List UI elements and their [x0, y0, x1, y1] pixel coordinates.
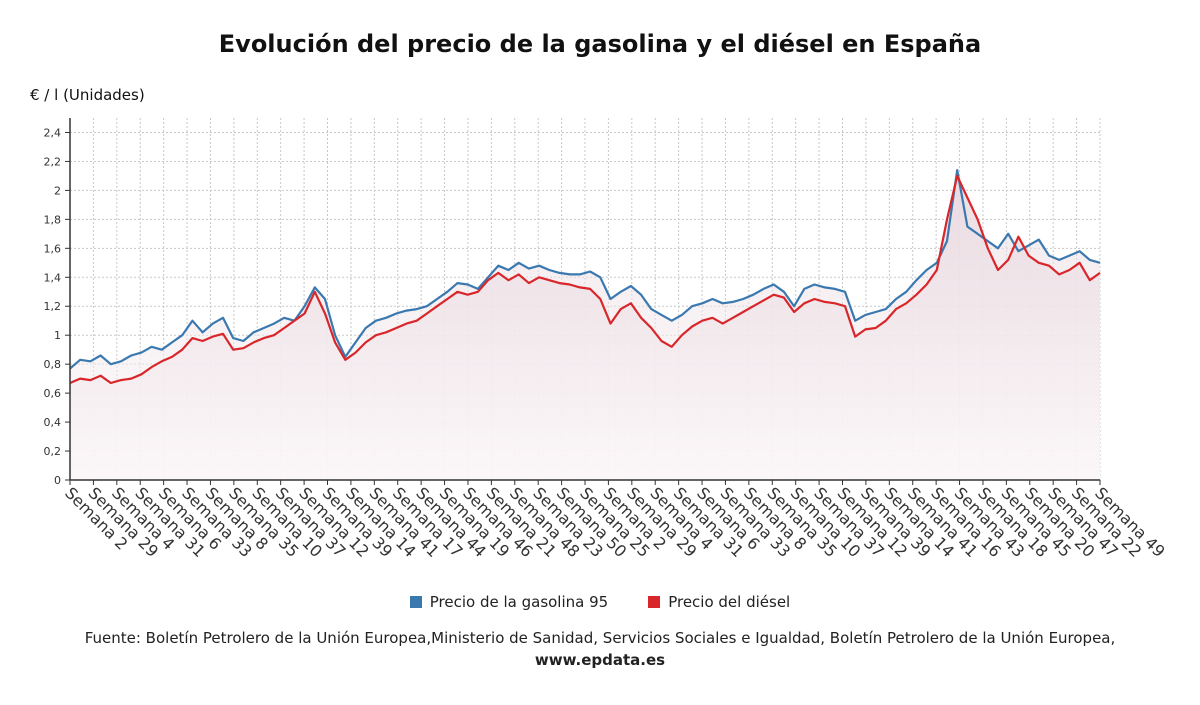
- legend-label-diesel: Precio del diésel: [668, 593, 791, 611]
- y-tick-label: 1,8: [44, 213, 62, 226]
- legend-swatch-diesel: [648, 596, 661, 608]
- legend-item-gasoline[interactable]: Precio de la gasolina 95: [409, 593, 609, 611]
- y-tick-label: 0,6: [44, 387, 62, 400]
- y-tick-label: 1,6: [44, 242, 62, 255]
- y-tick-label: 2: [54, 184, 61, 197]
- y-axis-ticks: 0 0,2 0,4 0,6 0,8 1 1,2 1,4 1,6 1,8 2 2,2 2,4: [44, 126, 70, 487]
- y-tick-label: 0,4: [44, 416, 62, 429]
- y-tick-label: 1: [54, 329, 61, 342]
- area-diesel: [70, 175, 1100, 480]
- series-line-diesel: [69, 174, 1101, 385]
- y-tick-label: 0,2: [44, 445, 62, 458]
- series-line-gasoline: [69, 169, 1101, 370]
- y-tick-label: 0,8: [44, 358, 62, 371]
- y-tick-label: 2,2: [44, 155, 62, 168]
- y-axis-unit: € / l (Unidades): [30, 86, 145, 104]
- y-tick-label: 1,4: [44, 271, 62, 284]
- series-lines: [69, 169, 1101, 385]
- legend-label-gasoline: Precio de la gasolina 95: [429, 593, 609, 611]
- y-tick-label: 2,4: [44, 126, 62, 139]
- legend: Precio de la gasolina 95 Precio del diés…: [0, 593, 1200, 611]
- source-note: Fuente: Boletín Petrolero de la Unión Eu…: [80, 627, 1120, 671]
- chart-title: Evolución del precio de la gasolina y el…: [218, 30, 982, 58]
- source-text: Fuente: Boletín Petrolero de la Unión Eu…: [84, 629, 1116, 647]
- y-tick-label: 0: [54, 474, 61, 487]
- area-fills: [70, 170, 1100, 480]
- legend-item-diesel[interactable]: Precio del diésel: [648, 593, 790, 611]
- line-chart: 0 0,2 0,4 0,6 0,8 1 1,2 1,4 1,6 1,8 2 2,2 2,4 Semana…: [44, 118, 1169, 561]
- legend-swatch-gasoline: [409, 596, 422, 608]
- y-tick-label: 1,2: [44, 300, 62, 313]
- source-link[interactable]: www.epdata.es: [534, 651, 666, 669]
